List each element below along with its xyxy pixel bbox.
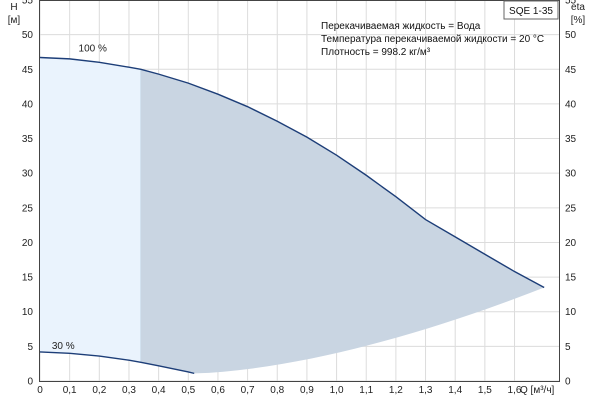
x-tick-label: 0,3	[122, 385, 136, 396]
x-tick-label: 1,1	[359, 385, 373, 396]
x-tick-label: 0,6	[211, 385, 225, 396]
y-tick-label-right: 15	[565, 273, 577, 284]
x-tick-label: 0,1	[63, 385, 77, 396]
curve-label-100-percent: 100 %	[79, 43, 107, 54]
x-tick-label: 0	[37, 385, 43, 396]
curve-30-percent	[39, 351, 195, 375]
y-tick-label-left: 55	[22, 0, 34, 7]
y-tick-label-left: 20	[22, 238, 34, 249]
curve-100-percent	[39, 56, 545, 289]
y-tick-label-left: 30	[22, 169, 34, 180]
y-tick-label-left: 45	[22, 65, 34, 76]
y-tick-label-right: 55	[565, 0, 577, 7]
temperature-annotation: Температура перекачиваемой жидкости = 20…	[321, 34, 544, 45]
y-tick-label-right: 5	[565, 342, 571, 353]
x-tick-label: 1,2	[389, 385, 403, 396]
x-tick-label: 0,4	[152, 385, 166, 396]
x-tick-label: 1,5	[478, 385, 492, 396]
y-tick-label-left: 15	[22, 273, 34, 284]
chart-title-box	[503, 0, 559, 20]
y-tick-label-right: 50	[565, 30, 577, 41]
curves: 100 % 30 %	[39, 43, 545, 375]
y-axis-left-title: H	[10, 2, 17, 13]
x-tick-label: 0,7	[241, 385, 255, 396]
y-tick-label-left: 0	[27, 377, 33, 388]
y-tick-label-left: 25	[22, 203, 34, 214]
y-axis-right-title: eta	[571, 2, 585, 13]
x-axis-label: Q [м³/ч]	[520, 385, 555, 396]
x-tick-label: 1,6	[508, 385, 522, 396]
y-tick-label-right: 40	[565, 99, 577, 110]
y-tick-label-right: 35	[565, 134, 577, 145]
low-flow-region	[40, 57, 141, 363]
y-axis-right-unit: [%]	[571, 15, 586, 26]
fluid-annotation: Перекачиваемая жидкость = Вода	[321, 21, 481, 32]
plot-frame	[39, 0, 560, 382]
operating-region	[140, 69, 545, 374]
y-tick-label-right: 20	[565, 238, 577, 249]
y-tick-label-left: 35	[22, 134, 34, 145]
x-tick-label: 1,4	[448, 385, 462, 396]
y-tick-label-left: 50	[22, 30, 34, 41]
x-tick-label: 1,0	[330, 385, 344, 396]
y-tick-label-left: 40	[22, 99, 34, 110]
x-tick-label: 0,9	[300, 385, 314, 396]
y-axis-left-unit: [м]	[8, 15, 21, 26]
chart-title: SQE 1-35	[509, 6, 553, 17]
y-tick-label-left: 5	[27, 342, 33, 353]
curve-label-30-percent: 30 %	[52, 341, 75, 352]
x-tick-label: 0,2	[92, 385, 106, 396]
y-tick-label-right: 0	[565, 377, 571, 388]
y-tick-label-right: 10	[565, 307, 577, 318]
x-tick-label: 0,8	[270, 385, 284, 396]
y-tick-label-right: 45	[565, 65, 577, 76]
y-tick-label-left: 10	[22, 307, 34, 318]
x-tick-label: 0,5	[181, 385, 195, 396]
x-tick-label: 1,3	[419, 385, 433, 396]
y-tick-label-right: 30	[565, 169, 577, 180]
density-annotation: Плотность = 998.2 кг/м³	[321, 47, 431, 58]
y-tick-label-right: 25	[565, 203, 577, 214]
